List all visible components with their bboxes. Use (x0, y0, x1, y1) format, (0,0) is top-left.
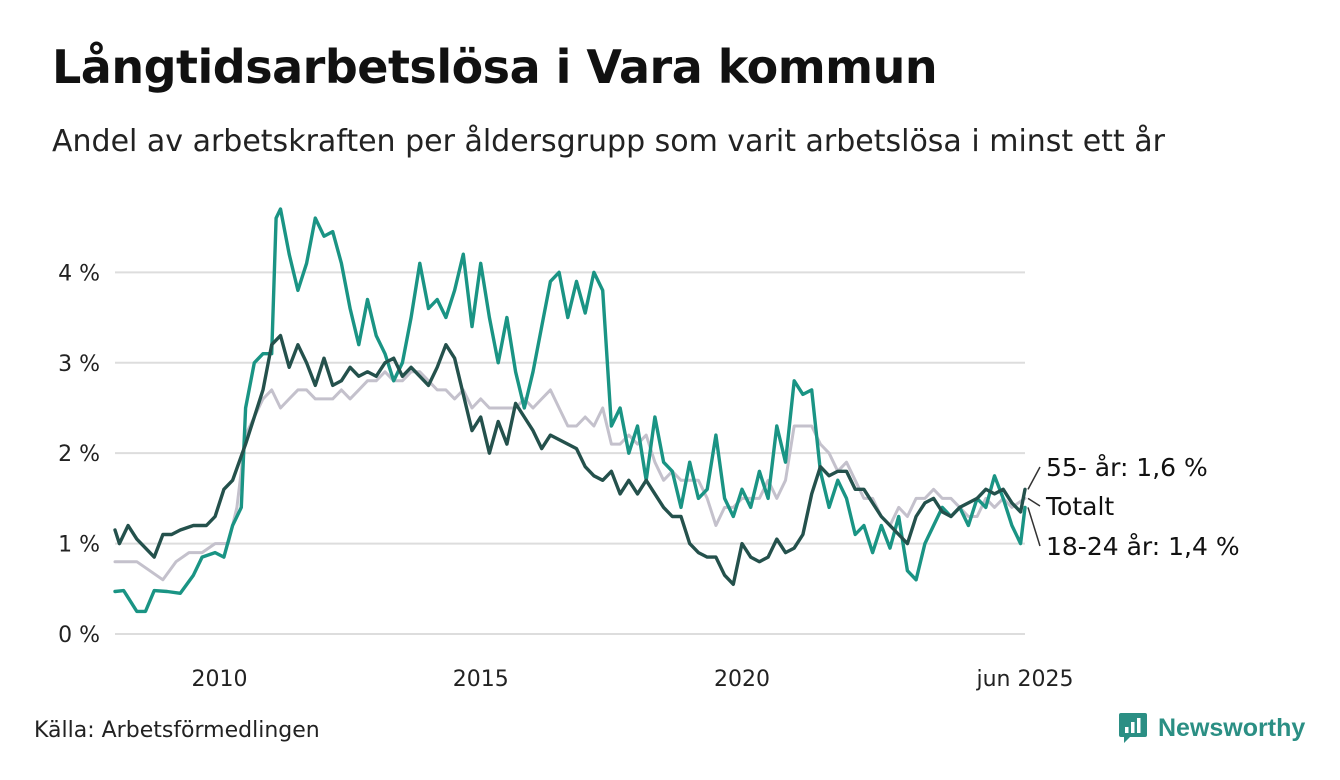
x-tick-label: 2010 (191, 667, 247, 692)
y-tick-label: 4 % (58, 261, 100, 286)
end-label-connector (1027, 497, 1041, 507)
y-tick-label: 3 % (58, 352, 100, 377)
end-label-connector (1027, 507, 1041, 547)
y-tick-label: 2 % (58, 442, 100, 467)
x-tick-label: 2015 (453, 667, 509, 692)
page-title: Långtidsarbetslösa i Vara kommun (52, 40, 938, 94)
y-axis-ticks: 0 % 1 % 2 % 3 % 4 % (58, 261, 100, 648)
series-line-18-24 (113, 207, 1027, 614)
newsworthy-logo-icon (1119, 713, 1147, 743)
y-tick-label: 1 % (58, 533, 100, 558)
line-chart: 0 % 1 % 2 % 3 % 4 % 2010 2015 2020 jun 2025 55-… (58, 207, 1240, 692)
x-tick-label: jun 2025 (976, 667, 1074, 692)
end-labels: 55- år: 1,6 % Totalt 18-24 år: 1,4 % (1027, 453, 1240, 561)
source-note: Källa: Arbetsförmedlingen (34, 718, 320, 743)
x-tick-label: 2020 (714, 667, 770, 692)
x-axis-ticks: 2010 2015 2020 jun 2025 (191, 667, 1073, 692)
brand-logo: Newsworthy (1118, 712, 1305, 744)
brand-name: Newsworthy (1158, 713, 1306, 742)
end-label-18-24: 18-24 år: 1,4 % (1046, 532, 1240, 561)
series-lines (113, 207, 1027, 614)
page-subtitle: Andel av arbetskraften per åldersgrupp s… (52, 124, 1165, 159)
series-line-55 (113, 333, 1027, 586)
y-tick-label: 0 % (58, 623, 100, 648)
end-label-total: Totalt (1045, 492, 1114, 521)
end-label-connector (1027, 466, 1041, 490)
end-label-55: 55- år: 1,6 % (1046, 453, 1208, 482)
gridlines (115, 271, 1025, 635)
